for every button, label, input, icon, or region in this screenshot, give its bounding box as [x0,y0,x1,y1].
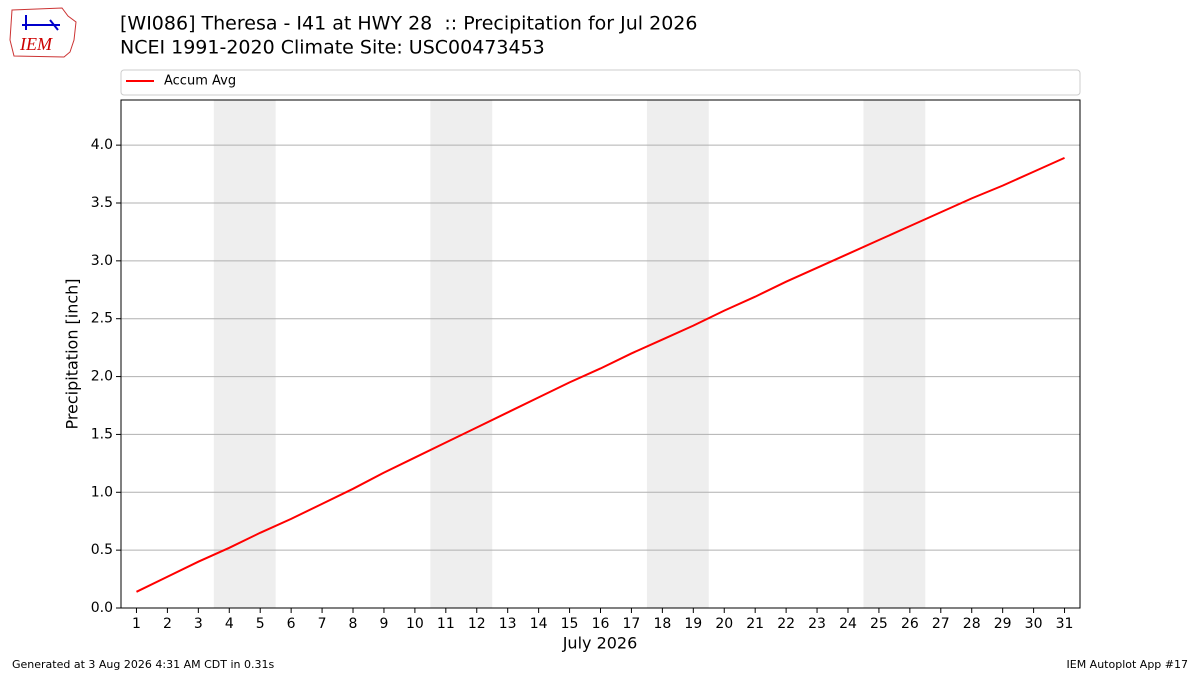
plot-frame [120,99,1081,609]
y-tick-label: 0.5 [91,542,113,558]
y-tick-label: 1.5 [91,426,113,442]
x-tick-label: 9 [379,616,388,632]
x-tick-label: 5 [256,616,265,632]
x-tick-label: 27 [932,616,950,632]
weekend-shade [646,100,709,608]
footer-left: Generated at 3 Aug 2026 4:31 AM CDT in 0… [12,658,274,671]
x-tick-label: 12 [468,616,486,632]
x-tick-label: 14 [530,616,548,632]
x-axis-label: July 2026 [562,634,638,653]
x-tick-label: 18 [653,616,671,632]
x-tick-label: 3 [194,616,203,632]
y-tick-label: 3.0 [91,253,113,269]
logo-text: IEM [19,34,53,54]
x-tick-label: 10 [406,616,424,632]
x-tick-label: 30 [1025,616,1043,632]
x-tick-label: 6 [287,616,296,632]
x-tick-label: 31 [1056,616,1074,632]
chart-title: [WI086] Theresa - I41 at HWY 28 :: Preci… [120,13,697,35]
weekend-shade [863,100,926,608]
y-axis-label: Precipitation [inch] [63,278,82,429]
x-tick-label: 19 [684,616,702,632]
y-tick-label: 2.0 [91,369,113,385]
data-line [136,156,1065,593]
legend-label: Accum Avg [164,74,236,89]
logo: IEM [9,7,77,58]
x-tick-label: 2 [163,616,172,632]
x-tick-label: 20 [715,616,733,632]
x-tick-label: 24 [839,616,857,632]
legend-box [120,69,1081,96]
weekend-shade [213,100,276,608]
x-tick-label: 11 [437,616,455,632]
x-tick-label: 15 [561,616,579,632]
x-tick-label: 1 [132,616,141,632]
x-tick-label: 7 [318,616,327,632]
footer-right: IEM Autoplot App #17 [1067,658,1189,671]
x-tick-label: 13 [499,616,517,632]
weekend-shade [430,100,493,608]
x-tick-label: 21 [746,616,764,632]
y-tick-label: 0.0 [91,600,113,616]
x-tick-label: 17 [623,616,641,632]
x-tick-label: 25 [870,616,888,632]
x-tick-label: 16 [592,616,610,632]
y-tick-label: 1.0 [91,484,113,500]
x-tick-label: 23 [808,616,826,632]
x-tick-label: 8 [349,616,358,632]
y-tick-label: 2.5 [91,311,113,327]
x-tick-label: 4 [225,616,234,632]
x-tick-label: 26 [901,616,919,632]
y-tick-label: 4.0 [91,137,113,153]
x-tick-label: 29 [994,616,1012,632]
x-tick-label: 22 [777,616,795,632]
x-tick-label: 28 [963,616,981,632]
chart-subtitle: NCEI 1991-2020 Climate Site: USC00473453 [120,37,545,59]
y-tick-label: 3.5 [91,195,113,211]
